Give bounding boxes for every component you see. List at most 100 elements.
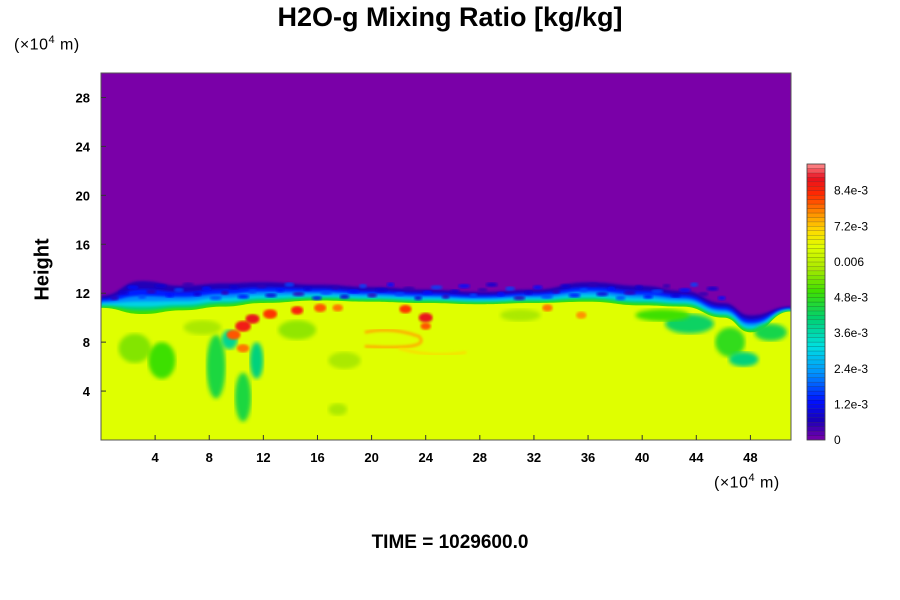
cloud-top-speckle [394, 291, 405, 297]
colorbar-segment [806, 163, 826, 169]
y-axis-unit: (×104 m) [14, 34, 80, 54]
colorbar-segment [806, 377, 826, 383]
cloud-top-speckle [303, 286, 312, 291]
colorbar-segment [806, 328, 826, 334]
cloud-top-speckle [264, 293, 277, 298]
x-tick-label: 36 [581, 450, 595, 465]
colorbar-segment [806, 315, 826, 321]
moisture-eddy [328, 351, 361, 370]
moisture-eddy [148, 342, 176, 379]
cloud-top-speckle [540, 294, 553, 299]
x-axis-unit: (×104 m) [714, 472, 780, 492]
cloud-top-speckle [375, 287, 388, 293]
colorbar-segment [806, 332, 826, 338]
moisture-maximum [420, 322, 431, 330]
cloud-top-speckle [477, 287, 488, 293]
colorbar: 0 1.2e-3 2.4e-3 3.6e-3 4.8e-3 0.006 7.2e-3 8.4e… [806, 163, 868, 447]
cloud-top-speckle [690, 282, 699, 287]
colorbar-segment [806, 408, 826, 414]
moisture-maximum [332, 304, 344, 312]
colorbar-segment [806, 266, 826, 272]
colorbar-segment [806, 235, 826, 240]
colorbar-segment [806, 386, 826, 392]
cloud-top-speckle [201, 286, 212, 291]
colorbar-segment [806, 373, 826, 378]
x-tick-label: 20 [364, 450, 378, 465]
x-tick-label: 4 [152, 450, 160, 465]
moisture-eddy [754, 323, 787, 341]
swirl-ring [364, 328, 423, 349]
moisture-maximum [263, 309, 278, 319]
cloud-top-speckle [138, 294, 147, 299]
cloud-top-speckle [651, 289, 664, 294]
cloud-top-speckle [110, 295, 119, 301]
cloud-top-speckle [402, 286, 415, 291]
moisture-eddy [328, 403, 348, 416]
colorbar-segment [806, 430, 826, 436]
plot-border [100, 72, 792, 441]
colorbar-segment [806, 217, 826, 223]
cloud-top-speckle [678, 287, 691, 293]
colorbar-border [806, 163, 826, 441]
colorbar-label: 0.006 [834, 255, 864, 269]
cloud-top-speckle [182, 282, 195, 287]
colorbar-segment [806, 203, 826, 209]
moisture-maximum [314, 303, 327, 313]
colorbar-segment [806, 346, 826, 352]
moisture-maximum [399, 304, 412, 314]
colorbar-segment [806, 248, 826, 254]
colorbar-label: 8.4e-3 [834, 184, 868, 198]
x-tick-label: 24 [418, 450, 433, 465]
colorbar-segment [806, 279, 826, 285]
cloud-top-speckle [209, 295, 222, 301]
colorbar-segment [806, 226, 826, 231]
moisture-eddy [500, 309, 541, 322]
cloud-top-speckle [154, 283, 167, 289]
moisture-eddy [635, 309, 690, 322]
cloud-top-speckle [339, 294, 350, 299]
cloud-top-speckle [552, 289, 561, 294]
colorbar-segment [806, 364, 826, 369]
colorbar-segment [806, 283, 826, 289]
cloud-top-speckle [643, 294, 654, 299]
colorbar-segment [806, 199, 826, 205]
cloud-top-speckle [193, 291, 202, 297]
y-tick-label: 20 [76, 188, 90, 203]
colorbar-segment [806, 243, 826, 249]
cloud-top-speckle [229, 285, 240, 290]
plot-frame [100, 72, 792, 441]
colorbar-segment [806, 194, 826, 200]
x-tick-label: 28 [473, 450, 487, 465]
colorbar-segment [806, 359, 826, 365]
moisture-eddy [728, 351, 759, 367]
colorbar-segment [806, 310, 826, 316]
x-tick-label: 40 [635, 450, 649, 465]
colorbar-segment [806, 275, 826, 280]
colorbar-label: 4.8e-3 [834, 291, 868, 305]
colorbar-segment [806, 381, 826, 387]
x-tick-label: 16 [310, 450, 324, 465]
moisture-eddy [206, 334, 226, 399]
cloud-top-speckle [513, 295, 526, 301]
colorbar-segment [806, 341, 826, 347]
moisture-eddy [278, 320, 317, 340]
cloud-top-speckle [469, 293, 478, 298]
colorbar-segment [806, 421, 826, 427]
colorbar-segment [806, 221, 826, 227]
x-tick-label: 44 [689, 450, 704, 465]
x-ticks: 4 8 12 16 20 24 28 32 36 40 44 48 [152, 435, 758, 465]
cloud-top-speckle [579, 287, 588, 293]
colorbar-segment [806, 301, 826, 307]
cloud-top-speckle [717, 295, 726, 301]
colorbar-segment [806, 261, 826, 267]
colorbar-segment [806, 306, 826, 312]
cloud-top-speckle [386, 282, 395, 287]
moisture-maximum [226, 329, 241, 340]
cloud-top-speckle [311, 295, 322, 301]
colorbar-segment [806, 257, 826, 263]
colorbar-segment [806, 399, 826, 405]
colorbar-segment [806, 297, 826, 303]
cloud-top-speckle [292, 291, 305, 297]
cloud-top-speckle [331, 285, 340, 290]
cloud-top-speckle [587, 282, 598, 287]
